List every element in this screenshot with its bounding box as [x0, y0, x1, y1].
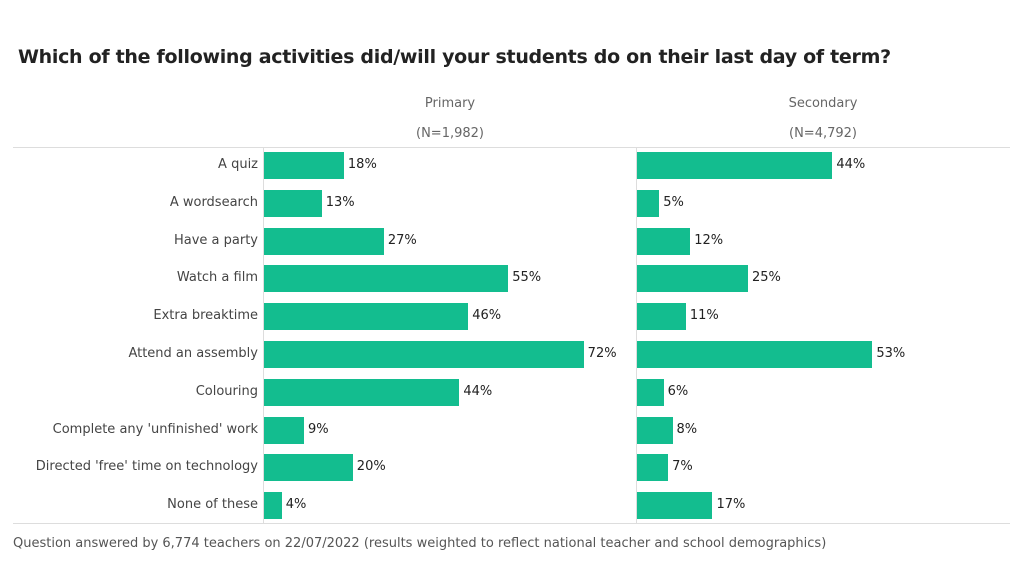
category-label: Extra breaktime [153, 308, 258, 324]
bar-secondary [637, 227, 691, 255]
chart-title: Which of the following activities did/wi… [18, 46, 891, 68]
bar-primary [264, 378, 460, 406]
category-label: Complete any 'unfinished' work [52, 421, 258, 437]
data-label: 72% [587, 346, 617, 361]
panel-header-secondary: Secondary [788, 96, 858, 111]
bar-primary [264, 265, 509, 293]
panel-subtitle-secondary: (N=4,792) [789, 126, 857, 141]
header-divider [13, 147, 1010, 148]
data-label: 17% [716, 497, 746, 513]
bar-primary [264, 227, 384, 255]
bar-secondary [637, 152, 833, 179]
data-label: 53% [876, 346, 906, 361]
data-label: 4% [285, 497, 307, 513]
bar-secondary [637, 378, 664, 406]
data-label: 9% [307, 421, 329, 437]
bar-primary [264, 341, 584, 368]
bar-primary [264, 416, 304, 444]
data-label: 11% [689, 308, 719, 324]
bar-secondary [637, 492, 713, 520]
category-label: A wordsearch [169, 194, 258, 210]
primary-axis [263, 147, 264, 523]
category-label: Directed 'free' time on technology [35, 459, 258, 475]
bar-primary [264, 303, 469, 331]
bar-secondary [637, 454, 669, 482]
data-label: 44% [463, 383, 493, 399]
category-label: A quiz [218, 157, 258, 172]
panel-header-primary: Primary [424, 96, 476, 111]
bar-secondary [637, 341, 873, 368]
bar-secondary [637, 303, 686, 331]
data-label: 8% [676, 421, 698, 437]
bar-primary [264, 189, 322, 217]
category-label: Have a party [173, 232, 258, 248]
bottom-divider [13, 523, 1010, 524]
secondary-axis [636, 147, 637, 523]
category-label: Colouring [195, 383, 258, 399]
data-label: 44% [836, 157, 866, 172]
data-label: 55% [512, 270, 542, 286]
category-label: Watch a film [176, 270, 258, 286]
footnote: Question answered by 6,774 teachers on 2… [13, 536, 827, 551]
data-label: 25% [752, 270, 781, 286]
data-label: 7% [672, 459, 693, 475]
bar-primary [264, 492, 282, 520]
data-label: 12% [694, 232, 724, 248]
data-label: 5% [663, 194, 684, 210]
bar-primary [264, 454, 353, 482]
data-label: 46% [472, 308, 502, 324]
bar-primary [264, 152, 344, 179]
data-label: 18% [347, 157, 377, 172]
panel-subtitle-primary: (N=1,982) [416, 126, 484, 141]
bar-secondary [637, 265, 748, 293]
data-label: 20% [356, 459, 386, 475]
bar-secondary [637, 416, 673, 444]
category-label: Attend an assembly [128, 346, 258, 361]
bar-secondary [637, 189, 660, 217]
category-label: None of these [167, 497, 258, 513]
data-label: 13% [325, 194, 355, 210]
data-label: 6% [667, 383, 689, 399]
data-label: 27% [387, 232, 417, 248]
